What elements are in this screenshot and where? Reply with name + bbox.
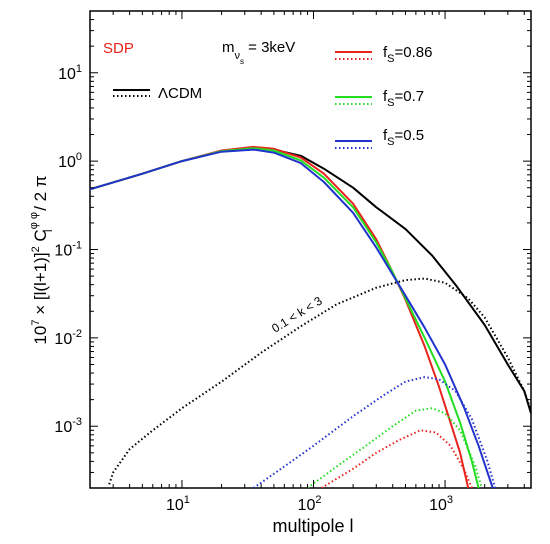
y-tick-label-exp: 1 xyxy=(76,63,82,75)
y-tick-label-base: 10 xyxy=(54,331,72,348)
y-tick-label-base: 10 xyxy=(58,66,76,83)
mass-value: = 3keV xyxy=(244,39,295,56)
legend-f07-f: f xyxy=(383,88,388,105)
series-line-3-f-s-0-86-0-1-k-3 xyxy=(320,429,473,488)
legend-f086-label: fS=0.86 xyxy=(383,44,432,65)
x-tick-label: 101 xyxy=(166,494,190,514)
x-tick-label-base: 10 xyxy=(166,497,184,514)
legend-f07-label: fS=0.7 xyxy=(383,88,424,109)
y-tick-label-exp: -3 xyxy=(72,416,82,428)
series-line-5-f-s-0-7-0-1-k-3 xyxy=(306,407,483,488)
x-tick-label: 103 xyxy=(429,494,453,514)
y-label-sq: 2 xyxy=(30,246,42,252)
legend-f07-sub: S xyxy=(387,97,394,109)
y-tick-label: 10-2 xyxy=(54,328,82,348)
k-range-annotation: 0.1 < k < 3 xyxy=(269,293,325,335)
legend-f086-val: =0.86 xyxy=(395,44,433,61)
curves xyxy=(90,145,531,488)
y-tick-label: 10-1 xyxy=(54,240,82,260)
x-tick-label-base: 10 xyxy=(298,497,316,514)
y-tick-label-exp: 0 xyxy=(76,151,82,163)
series-line-0-cdm xyxy=(90,146,531,414)
y-label-prefix: 10 xyxy=(31,326,50,345)
series-line-7-f-s-0-5-0-1-k-3 xyxy=(252,376,497,488)
y-tick-label-exp: -2 xyxy=(72,328,82,340)
plot-frame xyxy=(89,10,532,489)
mass-s: s xyxy=(240,57,244,66)
y-tick-label-exp: -1 xyxy=(72,240,82,252)
y-tick-label-base: 10 xyxy=(58,154,76,171)
legend-f05-label: fS=0.5 xyxy=(383,127,424,148)
mass-nu: ν xyxy=(235,50,241,62)
y-label-suffix: / 2 π xyxy=(31,175,50,215)
x-tick-label-base: 10 xyxy=(429,497,447,514)
x-tick-label-exp: 2 xyxy=(315,494,321,506)
x-axis-label: multipole l xyxy=(272,516,353,536)
plot-frame-rect xyxy=(89,10,532,489)
legend-f05-sub: S xyxy=(387,136,394,148)
mass-m: m xyxy=(222,39,235,56)
x-tick-label-exp: 1 xyxy=(184,494,190,506)
y-label-c: C xyxy=(31,229,50,246)
y-axis-label: 107 × [l(l+1)]2 Cφ φl / 2 π xyxy=(28,175,55,344)
y-tick-label: 10-3 xyxy=(54,416,82,436)
y-tick-label: 100 xyxy=(58,151,82,171)
legend-f07-val: =0.7 xyxy=(395,88,425,105)
legend-f05-val: =0.5 xyxy=(395,127,425,144)
y-label-c-sub: l xyxy=(43,230,55,232)
legend-lcdm-label: ΛCDM xyxy=(158,85,202,102)
y-tick-label-base: 10 xyxy=(54,243,72,260)
series-line-1-cdm-0-1-k-3 xyxy=(108,277,531,485)
model-label: SDP xyxy=(103,40,134,57)
y-tick-label-base: 10 xyxy=(54,419,72,436)
x-tick-label: 102 xyxy=(298,494,322,514)
y-label-main: × [l(l+1)] xyxy=(31,252,50,319)
x-tick-label-exp: 3 xyxy=(447,494,453,506)
legend-f086-sub: S xyxy=(387,53,394,65)
legend: ΛCDM fS=0.86 fS=0.7 fS=0.5 xyxy=(113,44,432,149)
y-tick-label: 101 xyxy=(58,63,82,83)
legend-f05-f: f xyxy=(383,127,388,144)
y-label-c-sup: φ φ xyxy=(28,212,40,229)
y-label-prefix-exp: 7 xyxy=(30,320,42,326)
legend-f086-f: f xyxy=(383,44,388,61)
series-line-6-f-s-0-5 xyxy=(90,148,494,488)
mass-label: mνs = 3keV xyxy=(222,39,295,66)
